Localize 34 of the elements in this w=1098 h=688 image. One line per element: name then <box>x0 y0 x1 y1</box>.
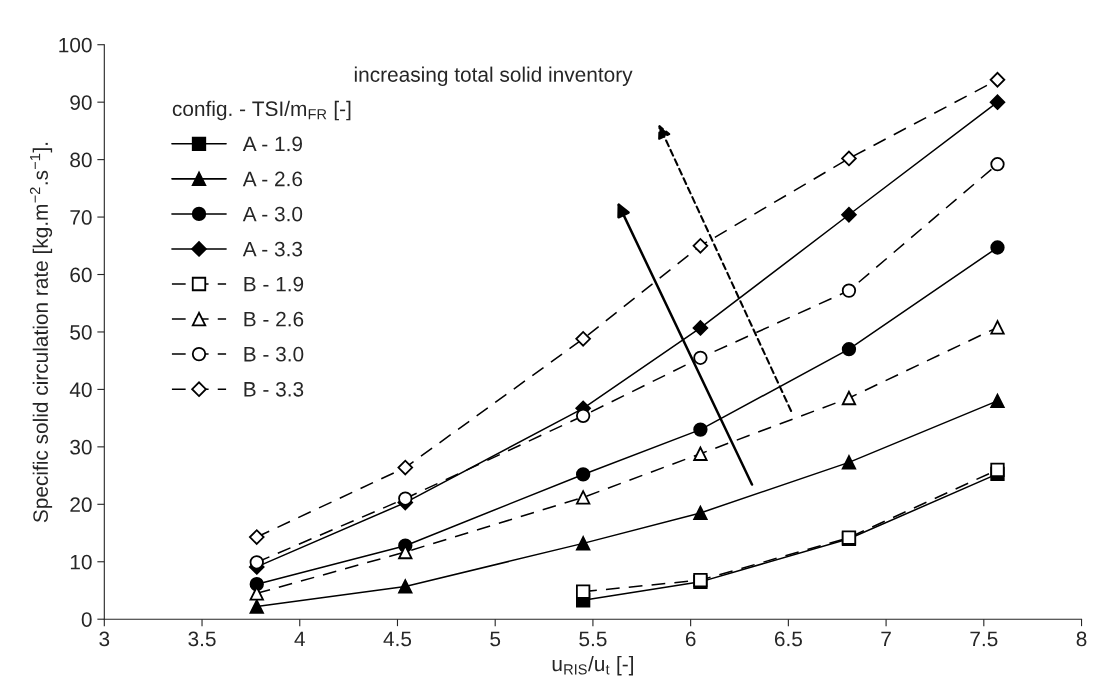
y-tick-label: 100 <box>59 37 92 53</box>
y-tick-label: 20 <box>70 497 92 513</box>
x-tick-label: 6.5 <box>774 631 802 647</box>
x-tick-label: 8 <box>1076 631 1087 647</box>
y-tick-label: 30 <box>70 439 92 455</box>
legend-label: B - 2.6 <box>244 311 304 327</box>
y-tick-label: 70 <box>70 210 92 225</box>
x-axis-title: u$_{RIS}$/u$_{t}$ [-] <box>552 655 633 676</box>
legend-label: B - 3.0 <box>244 346 304 362</box>
y-tick-label: 80 <box>70 152 92 168</box>
x-tick-label: 6 <box>685 631 696 647</box>
y-tick-label: 0 <box>81 612 92 627</box>
y-tick-label: 90 <box>70 95 92 110</box>
y-tick-label: 10 <box>70 554 92 570</box>
legend-label: A - 2.6 <box>242 171 303 187</box>
legend-label: A - 3.0 <box>242 206 303 222</box>
x-tick-label: 4.5 <box>383 631 412 647</box>
y-tick-label: 40 <box>69 382 92 398</box>
x-tick-label: 7.5 <box>970 631 998 647</box>
x-tick-label: 3.5 <box>188 631 216 647</box>
y-tick-label: 50 <box>70 324 92 340</box>
legend-label: A - 3.3 <box>242 241 303 257</box>
legend-title: config. - TSI/m$_{FR}$ [-] <box>172 100 351 121</box>
x-tick-label: 7 <box>881 631 891 647</box>
x-tick-label: 4 <box>294 631 305 647</box>
x-tick-label: 5 <box>490 631 501 647</box>
x-tick-label: 3 <box>99 631 110 647</box>
legend-label: B - 1.9 <box>244 276 304 292</box>
y-axis-title: Specific solid circulation rate [kg.m$^{−2}$.s$^{−1}$]. <box>29 142 53 523</box>
legend-label: B - 3.3 <box>244 381 304 397</box>
x-tick-label: 5.5 <box>579 631 607 647</box>
legend-label: A - 1.9 <box>242 136 302 152</box>
annotation: increasing total solid inventory <box>354 66 633 87</box>
y-tick-label: 60 <box>70 267 92 283</box>
